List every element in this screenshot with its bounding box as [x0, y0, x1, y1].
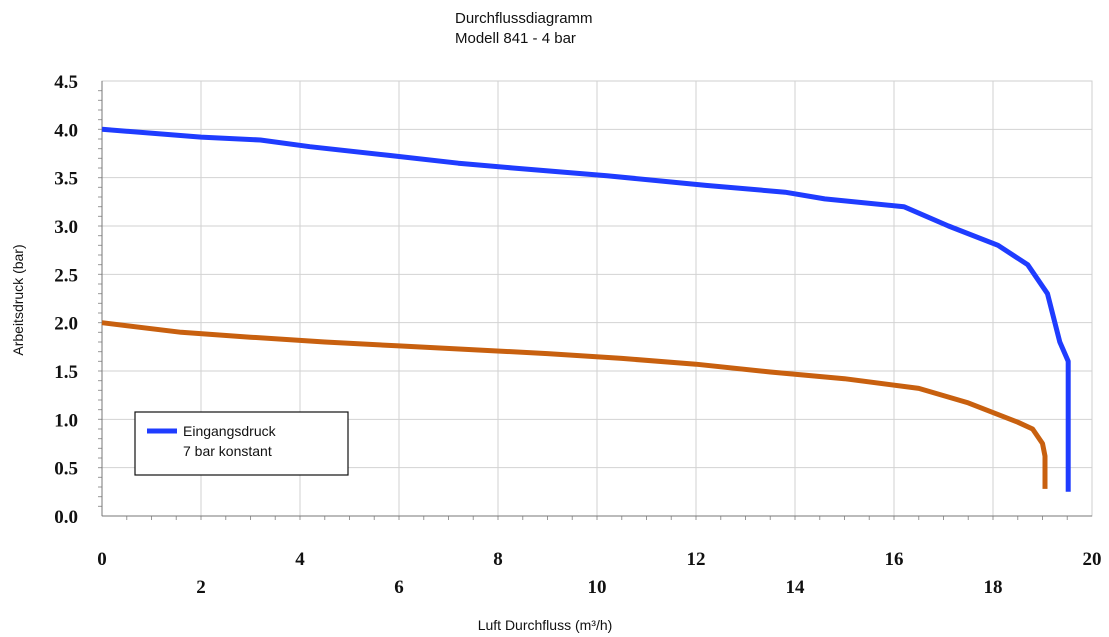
- legend: Eingangsdruck 7 bar konstant: [134, 411, 349, 476]
- x-axis-label: Luft Durchfluss (m³/h): [478, 617, 613, 633]
- x-tick-label-upper: 0: [97, 549, 107, 570]
- x-tick-label-lower: 6: [394, 577, 404, 598]
- axes: [101, 81, 1092, 517]
- x-tick-label-upper: 16: [885, 549, 904, 570]
- x-tick-label-lower: 18: [984, 577, 1003, 598]
- y-axis-label: Arbeitsdruck (bar): [10, 244, 26, 355]
- y-tick-label: 0.0: [54, 507, 78, 528]
- x-tick-label-lower: 2: [196, 577, 206, 598]
- y-tick-labels: 0.0 0.5 1.0 1.5 2.0 2.5 3.0 3.5 4.0 4.5: [54, 72, 78, 528]
- series-line-1: [101, 126, 1071, 492]
- y-tick-label: 2.5: [54, 265, 78, 286]
- y-tick-label: 2.0: [54, 314, 78, 335]
- x-tick-label-lower: 14: [786, 577, 806, 598]
- y-tick-label: 1.0: [54, 410, 78, 431]
- x-tick-label-upper: 4: [295, 549, 305, 570]
- chart-title: Durchflussdiagramm: [455, 10, 593, 27]
- y-tick-label: 3.5: [54, 169, 78, 190]
- y-tick-label: 3.0: [54, 217, 78, 238]
- legend-line-1: Eingangsdruck: [183, 423, 277, 439]
- x-tick-label-upper: 12: [687, 549, 706, 570]
- chart-subtitle: Modell 841 - 4 bar: [455, 30, 576, 47]
- legend-box: [134, 411, 349, 476]
- legend-line-2: 7 bar konstant: [183, 443, 272, 459]
- y-tick-label: 1.5: [54, 362, 78, 383]
- series-line-2: [101, 320, 1048, 489]
- y-tick-label: 4.0: [54, 120, 78, 141]
- x-tick-label-lower: 10: [588, 577, 607, 598]
- data-series: [101, 126, 1071, 492]
- x-tick-label-upper: 8: [493, 549, 503, 570]
- x-tick-labels: 0 4 8 12 16 20 2 6 10 14 18: [97, 549, 1101, 598]
- y-tick-label: 4.5: [54, 72, 78, 93]
- minor-ticks: [98, 90, 1068, 520]
- y-tick-label: 0.5: [54, 459, 78, 480]
- x-tick-label-upper: 20: [1083, 549, 1102, 570]
